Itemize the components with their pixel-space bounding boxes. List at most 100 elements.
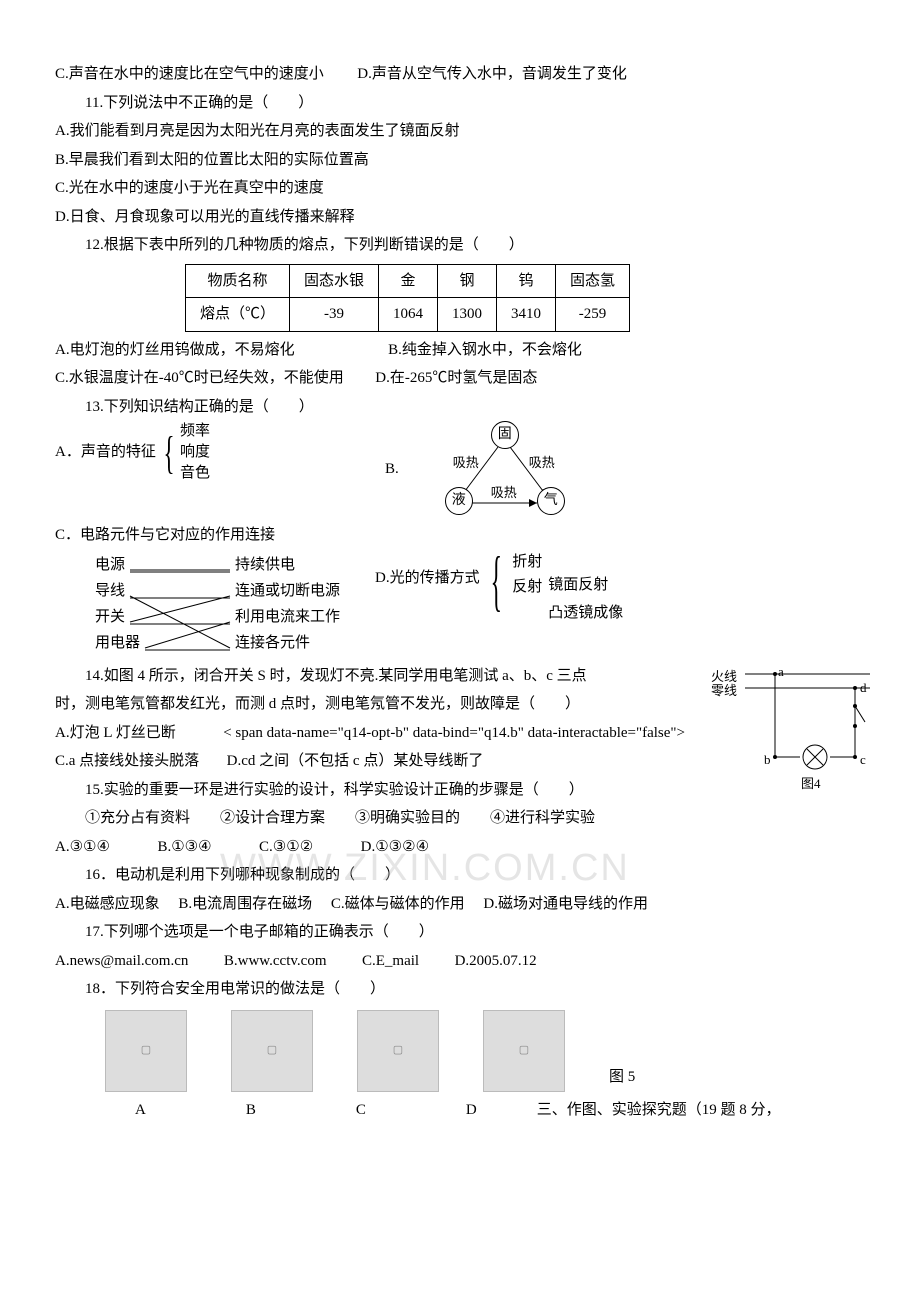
q18-letters: A B C D bbox=[135, 1096, 477, 1125]
th: 钨 bbox=[497, 264, 556, 298]
q14-opt-d: D.cd 之间（不包括 c 点）某处导线断了 bbox=[227, 753, 484, 769]
q13-opt-a: A．声音的特征 { 频率 响度 音色 bbox=[55, 421, 385, 484]
q13-a-item: 响度 bbox=[180, 442, 210, 463]
q15-opt-d: D.①③②④ bbox=[361, 839, 429, 855]
q14-opt-c: C.a 点接线处接头脱落 bbox=[55, 753, 199, 769]
q13-stem: 13.下列知识结构正确的是（ ） bbox=[55, 393, 865, 422]
q15-items: ①充分占有资料 ②设计合理方案 ③明确实验目的 ④进行科学实验 bbox=[55, 804, 865, 833]
brace-icon: { bbox=[490, 550, 501, 611]
th: 固态水银 bbox=[290, 264, 379, 298]
q18-img-a: ▢ bbox=[105, 1010, 187, 1092]
image-icon: ▢ bbox=[232, 1011, 312, 1091]
table-row: 物质名称 固态水银 金 钢 钨 固态氢 bbox=[186, 264, 630, 298]
q11-opt-c: C.光在水中的速度小于光在真空中的速度 bbox=[55, 174, 865, 203]
figure-caption: 图4 bbox=[801, 772, 821, 797]
q12-options-row1: A.电灯泡的灯丝用钨做成，不易熔化 B.纯金掉入钢水中，不会熔化 bbox=[55, 336, 865, 365]
match-right-item: 利用电流来工作 bbox=[235, 604, 340, 630]
q18-img-d: ▢ bbox=[483, 1010, 565, 1092]
image-icon: ▢ bbox=[106, 1011, 186, 1091]
q15-opt-b: B.①③④ bbox=[157, 839, 211, 855]
phase-label: 吸热 bbox=[491, 481, 517, 506]
td: 3410 bbox=[497, 298, 556, 332]
q12-opt-b: B.纯金掉入钢水中，不会熔化 bbox=[388, 342, 582, 358]
label-c: c bbox=[860, 748, 866, 773]
label-b: b bbox=[764, 748, 771, 773]
q14-opt-a: A.灯泡 L 灯丝已断 bbox=[55, 725, 176, 741]
q13-a-label: A．声音的特征 bbox=[55, 438, 158, 467]
q17-opt-a: A.news@mail.com.cn bbox=[55, 953, 188, 969]
q12-stem: 12.根据下表中所列的几种物质的熔点，下列判断错误的是（ ） bbox=[55, 231, 865, 260]
match-left-item: 开关 bbox=[95, 604, 140, 630]
th: 金 bbox=[379, 264, 438, 298]
table-row: 熔点（℃） -39 1064 1300 3410 -259 bbox=[186, 298, 630, 332]
q18-images: ▢ ▢ ▢ ▢ 图 5 bbox=[105, 1010, 865, 1092]
circuit-figure-4: 火线 零线 a d b c 图4 bbox=[705, 662, 875, 802]
match-right-item: 连接各元件 bbox=[235, 630, 340, 656]
q17-opt-b: B.www.cctv.com bbox=[224, 953, 327, 969]
image-icon: ▢ bbox=[358, 1011, 438, 1091]
phase-change-diagram: 固 液 气 吸热 吸热 吸热 bbox=[419, 421, 589, 521]
q13-d-item: 凸透镜成像 bbox=[512, 601, 623, 627]
q11-opt-a: A.我们能看到月亮是因为太阳光在月亮的表面发生了镜面反射 bbox=[55, 117, 865, 146]
q13-opt-d: D.光的传播方式 { 折射 镜面反射 反射 凸透镜成像 bbox=[375, 550, 623, 662]
match-left-item: 电源 bbox=[95, 552, 140, 578]
match-right-item: 持续供电 bbox=[235, 552, 340, 578]
td: -259 bbox=[556, 298, 630, 332]
match-right-item: 连通或切断电源 bbox=[235, 578, 340, 604]
q13-a-item: 频率 bbox=[180, 421, 210, 442]
q17-opt-d: D.2005.07.12 bbox=[455, 953, 537, 969]
q14-opts-row1: A.灯泡 L 灯丝已断 < span data-name="q14-opt-b"… bbox=[55, 719, 695, 748]
q11-stem: 11.下列说法中不正确的是（ ） bbox=[55, 89, 865, 118]
q18-img-b: ▢ bbox=[231, 1010, 313, 1092]
q14-stem1: 14.如图 4 所示，闭合开关 S 时，发现灯不亮.某同学用电笔测试 a、b、c… bbox=[55, 662, 695, 691]
q10-opt-d: D.声音从空气传入水中，音调发生了变化 bbox=[357, 66, 627, 82]
q14-stem2: 时，测电笔氖管都发红光，而测 d 点时，测电笔氖管不发光，则故障是（ ） bbox=[55, 690, 695, 719]
q11-opt-b: B.早晨我们看到太阳的位置比太阳的实际位置高 bbox=[55, 146, 865, 175]
q17-stem: 17.下列哪个选项是一个电子邮箱的正确表示（ ） bbox=[55, 918, 865, 947]
q18-letter: D bbox=[466, 1096, 477, 1125]
q13-c-label: C．电路元件与它对应的作用连接 bbox=[55, 521, 865, 550]
q15-opt-c: C.③①② bbox=[259, 839, 313, 855]
q17-opt-c: C.E_mail bbox=[362, 953, 419, 969]
section-3-title: 三、作图、实验探究题（19 题 8 分， bbox=[537, 1096, 781, 1125]
q17-options: A.news@mail.com.cn B.www.cctv.com C.E_ma… bbox=[55, 947, 865, 976]
q16-options: A.电磁感应现象 B.电流周围存在磁场 C.磁体与磁体的作用 D.磁场对通电导线… bbox=[55, 890, 865, 919]
q16-opt-b: B.电流周围存在磁场 bbox=[178, 896, 312, 912]
q11-opt-d: D.日食、月食现象可以用光的直线传播来解释 bbox=[55, 203, 865, 232]
figure-5-caption: 图 5 bbox=[609, 1063, 635, 1092]
q13-c-matching: 电源 导线 开关 用电器 持续供电 连通或切断电源 利用电流来工作 连接各元件 bbox=[55, 552, 375, 662]
match-left-item: 用电器 bbox=[95, 630, 140, 656]
q13-d-item: 镜面反射 bbox=[548, 573, 608, 599]
match-left-item: 导线 bbox=[95, 578, 140, 604]
q12-opt-c: C.水银温度计在-40℃时已经失效，不能使用 bbox=[55, 370, 344, 386]
q10-opt-c: C.声音在水中的速度比在空气中的速度小 bbox=[55, 66, 324, 82]
phase-node-liquid: 液 bbox=[445, 487, 473, 515]
phase-node-solid: 固 bbox=[491, 421, 519, 449]
label-a: a bbox=[778, 660, 784, 685]
th: 钢 bbox=[438, 264, 497, 298]
q14: 14.如图 4 所示，闭合开关 S 时，发现灯不亮.某同学用电笔测试 a、b、c… bbox=[55, 662, 865, 776]
q16-opt-a: A.电磁感应现象 bbox=[55, 896, 160, 912]
q13-d-label: D.光的传播方式 bbox=[375, 550, 480, 593]
td: 熔点（℃） bbox=[186, 298, 290, 332]
label-neutral: 零线 bbox=[711, 679, 737, 704]
q12-opt-a: A.电灯泡的灯丝用钨做成，不易熔化 bbox=[55, 342, 295, 358]
q12-options-row2: C.水银温度计在-40℃时已经失效，不能使用 D.在-265℃时氢气是固态 bbox=[55, 364, 865, 393]
q16-stem: 16．电动机是利用下列哪种现象制成的（ ） bbox=[55, 861, 865, 890]
q18-img-c: ▢ bbox=[357, 1010, 439, 1092]
q18-stem: 18．下列符合安全用电常识的做法是（ ） bbox=[55, 975, 865, 1004]
q14-opts-row2: C.a 点接线处接头脱落 D.cd 之间（不包括 c 点）某处导线断了 bbox=[55, 747, 695, 776]
label-d: d bbox=[860, 676, 867, 701]
td: 1064 bbox=[379, 298, 438, 332]
phase-label: 吸热 bbox=[529, 451, 555, 476]
phase-node-gas: 气 bbox=[537, 487, 565, 515]
td: 1300 bbox=[438, 298, 497, 332]
q13-b-label: B. bbox=[385, 421, 399, 484]
q13-a-item: 音色 bbox=[180, 463, 210, 484]
td: -39 bbox=[290, 298, 379, 332]
brace-icon: { bbox=[163, 430, 174, 476]
melting-point-table: 物质名称 固态水银 金 钢 钨 固态氢 熔点（℃） -39 1064 1300 … bbox=[185, 264, 630, 332]
q10-options: C.声音在水中的速度比在空气中的速度小 D.声音从空气传入水中，音调发生了变化 bbox=[55, 60, 865, 89]
q15-options: A.③①④ B.①③④ C.③①② D.①③②④ bbox=[55, 833, 865, 862]
q12-opt-d: D.在-265℃时氢气是固态 bbox=[375, 370, 537, 386]
